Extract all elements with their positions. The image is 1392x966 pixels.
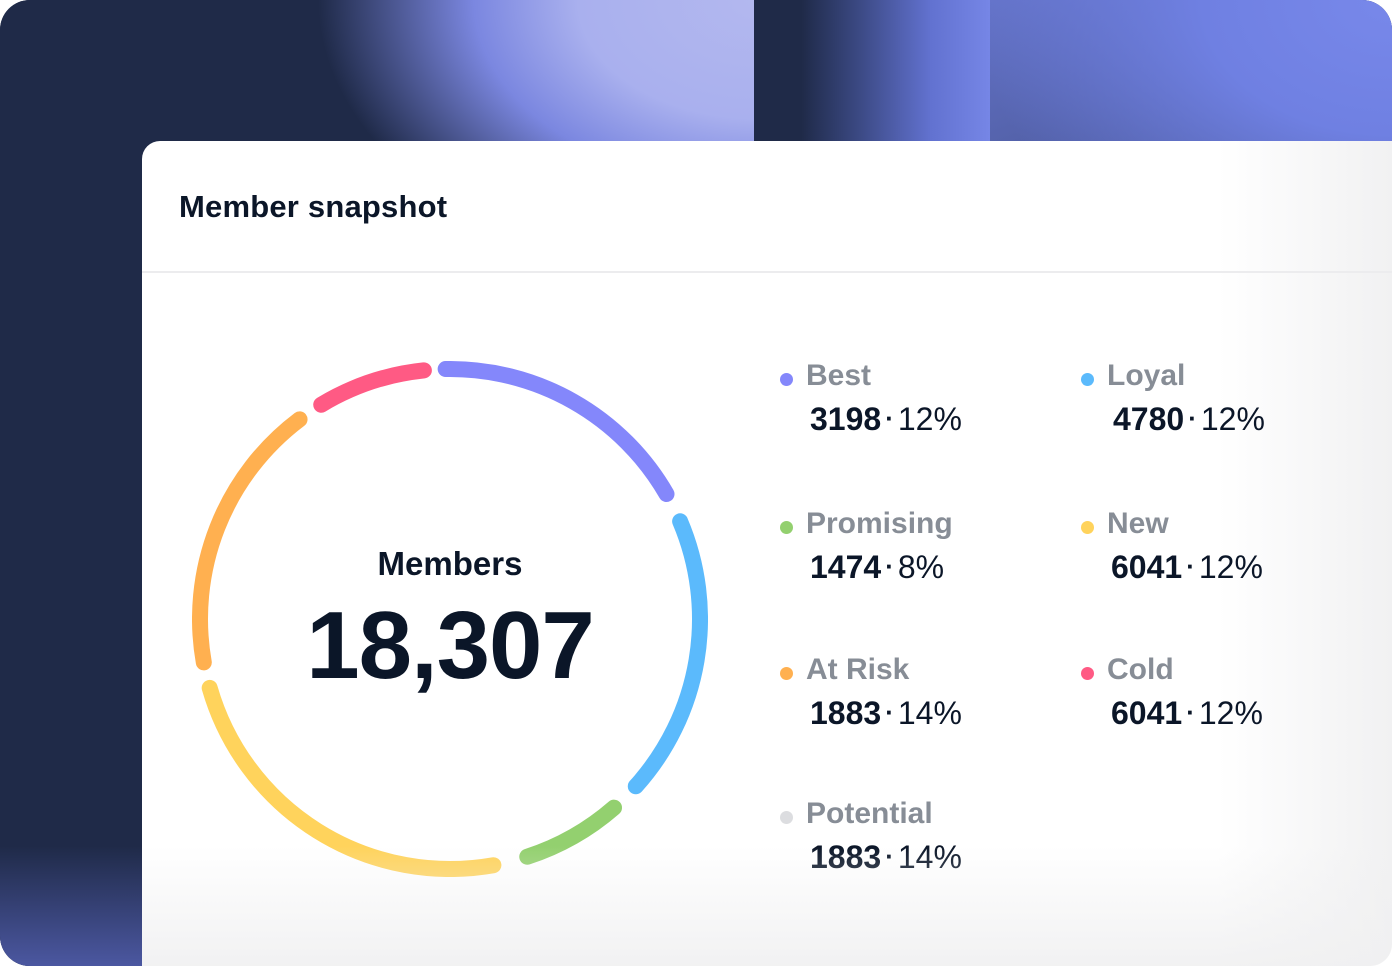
legend-dot-icon	[1081, 521, 1094, 534]
legend-name: New	[1107, 507, 1169, 540]
legend-dot-icon	[1081, 373, 1094, 386]
member-snapshot-card: Member snapshot Members 18,307 Best 3198…	[142, 141, 1392, 966]
legend-stat: 3198 · 12%	[810, 401, 962, 438]
legend-separator: ·	[885, 841, 894, 871]
legend-percent: 12%	[1198, 695, 1263, 731]
legend-percent: 8%	[897, 549, 945, 585]
legend-dot-icon	[1081, 667, 1094, 680]
background-glow	[0, 846, 160, 966]
legend-dot-icon	[780, 811, 793, 824]
ring-segment-promising	[519, 799, 623, 865]
legend-percent: 14%	[897, 695, 962, 731]
legend-dot-icon	[780, 373, 793, 386]
legend-count: 6041	[1111, 549, 1183, 585]
legend-percent: 12%	[897, 401, 962, 437]
legend-count: 3198	[810, 401, 882, 437]
legend-stat: 6041 · 12%	[1111, 695, 1263, 732]
legend-stat: 1883 · 14%	[810, 695, 962, 732]
legend-stat: 1474 · 8%	[810, 549, 944, 586]
card-title: Member snapshot	[179, 189, 448, 224]
ring-segment-best	[437, 361, 675, 502]
donut-center-value: 18,307	[306, 592, 595, 699]
legend-name: Loyal	[1107, 359, 1186, 392]
legend-count: 6041	[1111, 695, 1183, 731]
legend-dot-icon	[780, 521, 793, 534]
ring-segment-cold	[313, 362, 432, 413]
legend-dot-icon	[780, 667, 793, 680]
donut-center-label: Members	[377, 545, 523, 582]
legend-count: 1474	[810, 549, 882, 585]
legend-count: 1883	[810, 839, 882, 875]
legend-name: Potential	[806, 797, 933, 830]
card-header: Member snapshot	[142, 141, 1392, 273]
legend-stat: 6041 · 12%	[1111, 549, 1263, 586]
legend-percent: 12%	[1198, 549, 1263, 585]
legend-name: Promising	[806, 507, 953, 540]
legend-percent: 14%	[897, 839, 962, 875]
legend-percent: 12%	[1200, 401, 1265, 437]
legend-count: 1883	[810, 695, 882, 731]
ring-segment-loyal	[627, 513, 708, 795]
ring-segment-new	[201, 679, 502, 877]
legend-separator: ·	[1186, 551, 1195, 581]
legend-count: 4780	[1113, 401, 1185, 437]
legend-name: At Risk	[806, 653, 910, 686]
legend-separator: ·	[1186, 697, 1195, 727]
donut-ring	[192, 361, 708, 877]
legend-separator: ·	[885, 403, 894, 433]
legend-name: Cold	[1107, 653, 1174, 686]
legend-stat: 4780 · 12%	[1113, 401, 1265, 438]
ring-segment-at-risk	[192, 411, 308, 671]
legend-separator: ·	[885, 697, 894, 727]
legend-separator: ·	[885, 551, 894, 581]
legend-stat: 1883 · 14%	[810, 839, 962, 876]
legend-separator: ·	[1188, 403, 1197, 433]
members-donut-chart: Members 18,307	[192, 361, 708, 877]
legend-name: Best	[806, 359, 872, 392]
